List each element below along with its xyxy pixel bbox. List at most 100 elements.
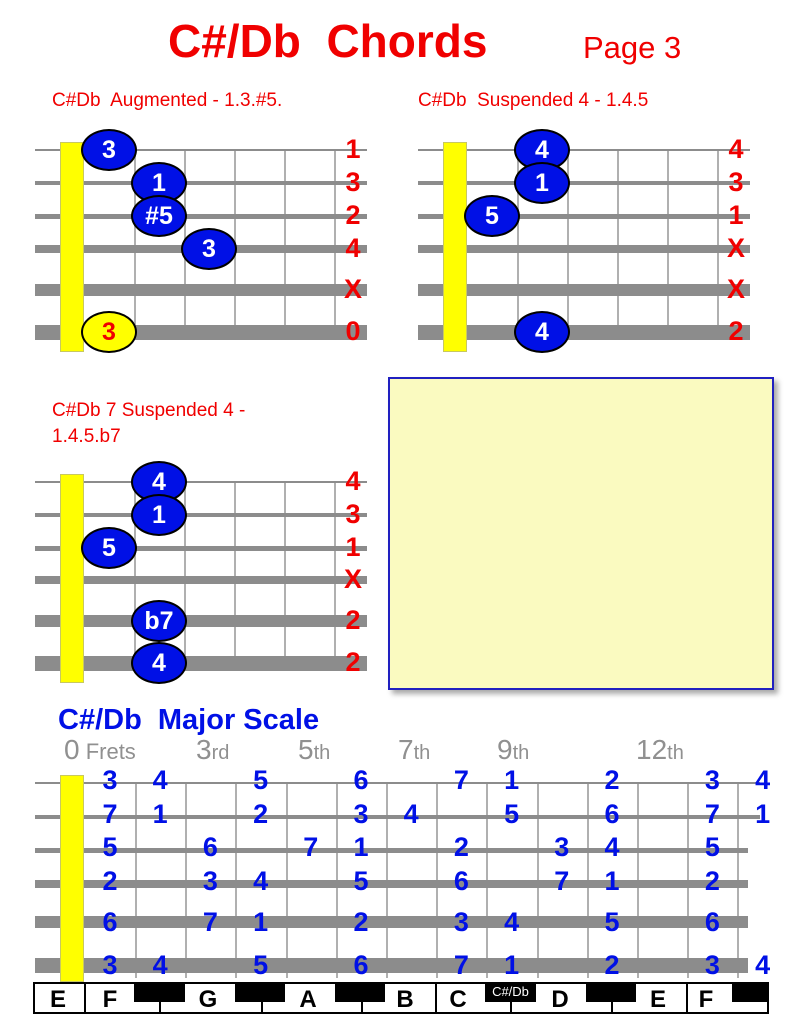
finger-dot: 3 <box>81 129 137 171</box>
black-key <box>134 982 185 1002</box>
white-key-label: D <box>551 986 569 1013</box>
scale-degree: 5 <box>353 866 369 896</box>
finger-dot: 4 <box>514 311 570 353</box>
scale-degree: 5 <box>604 907 620 937</box>
fret-line <box>617 150 619 332</box>
scale-degree: 7 <box>453 950 469 980</box>
string-label: 0 <box>345 316 361 346</box>
finger-dot: 1 <box>131 494 187 536</box>
fret-line <box>567 150 569 332</box>
scale-degree: 7 <box>303 832 319 862</box>
scale-degree: 7 <box>704 799 720 829</box>
fret-suffix: Frets <box>79 739 136 764</box>
guitar-string <box>418 245 750 253</box>
fret-line <box>234 482 236 663</box>
white-key-label: B <box>396 986 414 1013</box>
scale-degree: 2 <box>604 950 620 980</box>
scale-degree: 6 <box>704 907 720 937</box>
black-key <box>586 982 636 1002</box>
scale-degree: 4 <box>403 799 419 829</box>
guitar-string <box>35 916 748 928</box>
fret-line <box>717 150 719 332</box>
white-key-label: E <box>649 986 666 1013</box>
string-label: 2 <box>728 316 744 346</box>
fret-suffix: th <box>512 742 530 764</box>
scale-degree: 6 <box>102 907 118 937</box>
finger-dot: #5 <box>131 195 187 237</box>
scale-degree: 4 <box>152 950 168 980</box>
guitar-string <box>35 284 367 296</box>
white-key-label: A <box>299 986 317 1013</box>
scale-title: C#/Db Major Scale <box>58 704 320 736</box>
string-label: 1 <box>345 532 361 562</box>
guitar-string <box>35 181 367 185</box>
fret-number: 5 <box>298 734 314 765</box>
string-label: X <box>343 274 362 304</box>
scale-degree: 4 <box>152 765 168 795</box>
guitar-string <box>418 213 750 219</box>
fret-suffix: th <box>667 742 684 764</box>
fret-marker: 12th <box>636 734 684 766</box>
guitar-string <box>35 655 367 671</box>
black-key <box>732 982 769 1002</box>
scale-degree: 4 <box>755 765 771 795</box>
finger-dot: 3 <box>81 311 137 353</box>
fret-line <box>667 150 669 332</box>
key-divider <box>435 982 437 1014</box>
guitar-string <box>35 545 367 551</box>
nut <box>443 142 467 352</box>
guitar-string <box>35 815 760 819</box>
scale-degree: 2 <box>253 799 269 829</box>
nut <box>60 142 84 352</box>
finger-dot: 5 <box>81 527 137 569</box>
scale-degree: 6 <box>353 765 369 795</box>
scale-degree: 1 <box>152 799 168 829</box>
scale-degree: 4 <box>604 832 620 862</box>
fret-line <box>184 482 186 663</box>
guitar-string <box>418 324 750 340</box>
scale-degree: 7 <box>453 765 469 795</box>
fret-suffix: th <box>413 742 431 764</box>
string-label: 3 <box>345 167 361 197</box>
guitar-string <box>35 513 367 517</box>
scale-degree: 2 <box>353 907 369 937</box>
fret-line <box>134 482 136 663</box>
guitar-string <box>35 149 367 151</box>
white-key-label: C <box>449 986 467 1013</box>
white-key-label: F <box>698 986 714 1013</box>
fret-line <box>334 150 336 332</box>
string-label: X <box>343 564 362 594</box>
finger-dot: 3 <box>181 228 237 270</box>
string-label: X <box>726 233 745 263</box>
scale-degree: 5 <box>253 950 269 980</box>
page-title: C#/Db Chords <box>168 15 488 67</box>
scale-degree: 3 <box>102 950 118 980</box>
scale-degree: 4 <box>253 866 269 896</box>
nut <box>60 775 84 982</box>
scale-degree: 7 <box>202 907 218 937</box>
chord-title-3: C#Db 7 Suspended 4 - <box>52 400 246 421</box>
string-label: 1 <box>728 200 744 230</box>
string-label: X <box>726 274 745 304</box>
scale-degree: 1 <box>504 765 520 795</box>
scale-degree: 6 <box>604 799 620 829</box>
scale-degree: 4 <box>504 907 520 937</box>
scale-degree: 1 <box>755 799 771 829</box>
black-key: C#/Db <box>485 982 536 1002</box>
scale-degree: 1 <box>253 907 269 937</box>
string-label: 1 <box>345 134 361 164</box>
scale-degree: 6 <box>453 866 469 896</box>
chord-title-3-formula: 1.4.5.b7 <box>52 426 121 447</box>
string-label: 2 <box>345 605 361 635</box>
scale-degree: 4 <box>755 950 771 980</box>
scale-degree: 3 <box>704 950 720 980</box>
scale-degree: 5 <box>504 799 520 829</box>
fret-marker: 7th <box>398 734 430 766</box>
string-label: 4 <box>728 134 744 164</box>
scale-degree: 3 <box>554 832 570 862</box>
guitar-string <box>35 782 760 784</box>
guitar-string <box>35 576 367 584</box>
string-label: 3 <box>728 167 744 197</box>
finger-dot: 4 <box>131 642 187 684</box>
scale-degree: 7 <box>102 799 118 829</box>
